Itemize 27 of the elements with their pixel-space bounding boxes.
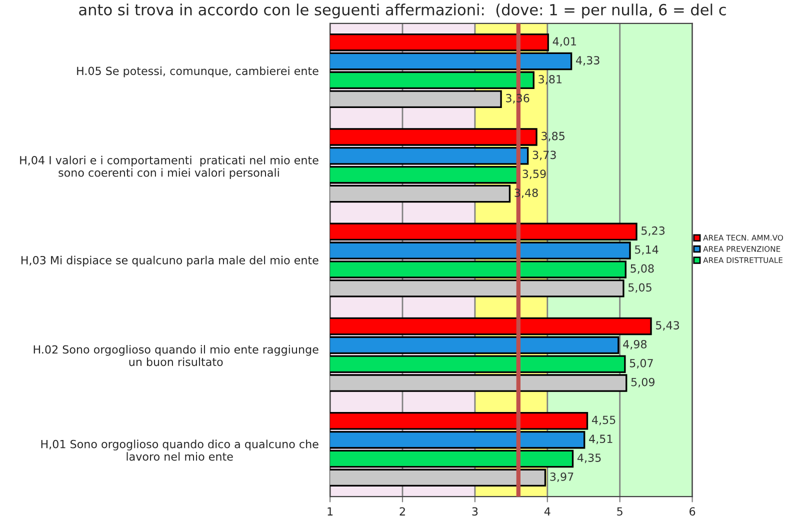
x-tick-label: 4 <box>544 507 550 516</box>
data-label: 3,59 <box>522 170 546 180</box>
data-label: 5,09 <box>631 378 654 388</box>
data-label: 4,01 <box>552 37 576 47</box>
data-label: 4,55 <box>592 416 616 426</box>
data-label: 5,23 <box>642 226 665 236</box>
y-tick-label: H,04 I valori e i comportamenti praticati nel mio ente sono coerenti con i miei valori personali <box>20 156 318 179</box>
data-label: 5,07 <box>630 358 653 368</box>
data-label: 4,35 <box>577 454 601 464</box>
x-tick-label: 6 <box>690 507 696 516</box>
x-tick-label: 1 <box>328 507 333 516</box>
data-label: 5,43 <box>656 321 680 331</box>
data-label: 4,33 <box>576 56 600 66</box>
data-label: 4,98 <box>623 340 647 350</box>
y-tick-label: H.02 Sono orgoglioso quando il mio ente raggiunge un buon risultato <box>34 345 318 366</box>
x-tick-label: 3 <box>472 507 478 516</box>
y-tick-label: H,01 Sono orgoglioso quando dico a qualcuno che lavoro nel mio ente <box>41 440 318 461</box>
y-tick-label: H.05 Se potessi, comunque, cambierei ente <box>77 66 318 78</box>
data-label: 5,08 <box>630 264 654 274</box>
chart-title: anto si trova in accordo con le seguenti affermazioni: (dove: 1 = per nulla, 6 = del c <box>79 4 726 18</box>
data-label: 5,14 <box>635 246 658 255</box>
y-tick-label: H,03 Mi dispiace se qualcuno parla male del mio ente <box>21 256 318 267</box>
data-label: 3,97 <box>550 472 574 482</box>
data-label: 4,51 <box>589 434 612 444</box>
x-tick-label: 2 <box>400 507 405 516</box>
x-tick-label: 5 <box>617 507 622 516</box>
data-label: 5,05 <box>628 283 652 293</box>
